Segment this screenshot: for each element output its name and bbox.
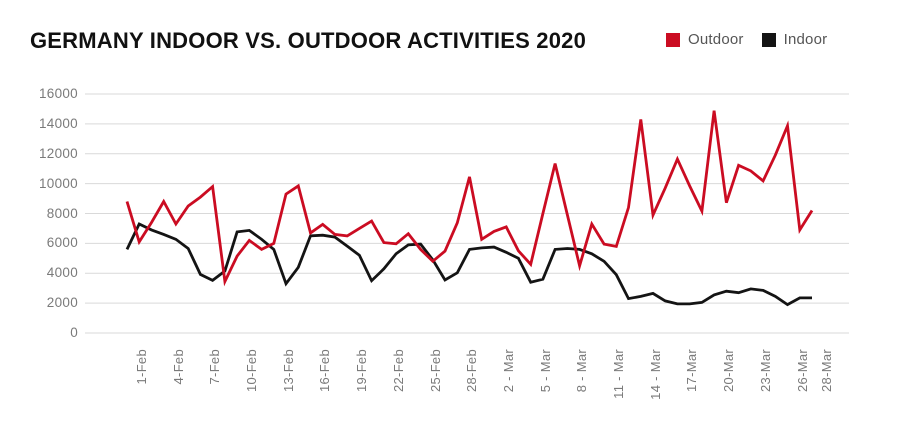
y-tick-label: 0: [70, 325, 78, 340]
y-tick-label: 16000: [38, 86, 78, 101]
indoor-swatch-icon: [761, 32, 776, 47]
x-tick-label: 5 - Mar: [537, 349, 553, 393]
x-tick-label: 10-Feb: [244, 349, 260, 392]
x-tick-label: 28-Mar: [819, 349, 834, 392]
x-tick-label: 19-Feb: [354, 349, 370, 392]
legend-item-indoor: Indoor: [761, 31, 828, 48]
x-tick-label: 7-Feb: [207, 349, 223, 385]
legend-label-indoor: Indoor: [783, 31, 828, 48]
y-tick-label: 14000: [38, 115, 78, 131]
x-tick-label: 20-Mar: [721, 349, 737, 392]
x-tick-label: 25-Feb: [427, 349, 443, 392]
chart-title: GERMANY INDOOR VS. OUTDOOR ACTIVITIES 20…: [30, 28, 587, 53]
x-tick-label: 16-Feb: [317, 349, 333, 392]
x-tick-label: 1-Feb: [134, 349, 149, 385]
gridlines: [85, 93, 849, 334]
outdoor-line: [125, 110, 814, 287]
x-tick-label: 14 - Mar: [647, 349, 663, 400]
x-tick-label: 23-Mar: [757, 349, 773, 392]
x-tick-label: 13-Feb: [280, 349, 296, 392]
y-tick-label: 6000: [46, 235, 78, 251]
x-tick-label: 11 - Mar: [611, 349, 627, 399]
y-tick-label: 4000: [46, 265, 78, 281]
x-tick-label: 8 - Mar: [574, 349, 590, 393]
x-tick-label: 22-Feb: [390, 349, 406, 392]
y-tick-label: 10000: [38, 175, 78, 191]
legend: Outdoor Indoor: [666, 31, 835, 48]
y-tick-label: 8000: [46, 205, 78, 221]
outdoor-swatch-icon: [666, 32, 680, 47]
legend-item-outdoor: Outdoor: [666, 31, 744, 48]
x-tick-label: 28-Feb: [464, 349, 480, 392]
x-tick-label: 4-Feb: [170, 349, 186, 385]
data-lines: [125, 110, 814, 307]
y-tick-label: 12000: [38, 145, 78, 161]
x-tick-label: 26-Mar: [794, 349, 810, 392]
x-tick-label: 17-Mar: [684, 349, 700, 392]
x-tick-label: 2 - Mar: [500, 349, 516, 393]
y-tick-label: 2000: [46, 295, 78, 311]
indoor-line: [125, 222, 812, 307]
legend-label-outdoor: Outdoor: [688, 31, 744, 48]
